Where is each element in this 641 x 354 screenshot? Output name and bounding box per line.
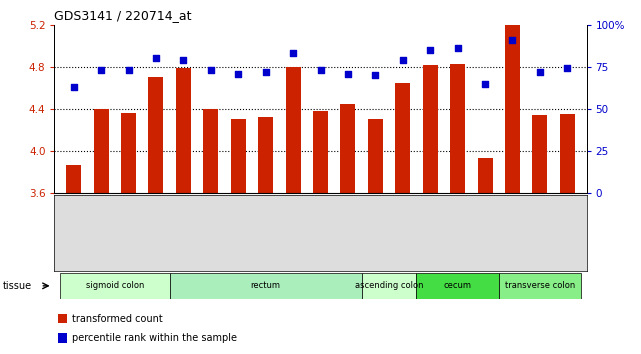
Text: tissue: tissue <box>3 281 32 291</box>
Bar <box>422 65 438 193</box>
Text: GSM234913: GSM234913 <box>371 193 380 246</box>
Text: ascending colon: ascending colon <box>355 281 423 290</box>
Point <box>453 45 463 51</box>
Text: GDS3141 / 220714_at: GDS3141 / 220714_at <box>54 9 192 22</box>
Point <box>507 37 517 43</box>
Text: GSM234924: GSM234924 <box>288 193 297 246</box>
Point <box>343 71 353 76</box>
Bar <box>60 273 170 299</box>
Bar <box>395 82 410 193</box>
Bar <box>505 25 520 193</box>
Text: GSM234916: GSM234916 <box>124 193 133 246</box>
Text: cecum: cecum <box>444 281 472 290</box>
Bar <box>368 119 383 193</box>
Point <box>480 81 490 86</box>
Text: percentile rank within the sample: percentile rank within the sample <box>72 333 237 343</box>
Text: GSM234923: GSM234923 <box>261 193 270 246</box>
Bar <box>533 115 547 193</box>
Point <box>206 67 216 73</box>
Text: GSM234909: GSM234909 <box>69 193 78 245</box>
Text: rectum: rectum <box>251 281 281 290</box>
Text: GSM234917: GSM234917 <box>481 193 490 246</box>
Point <box>315 67 326 73</box>
Bar <box>94 109 108 193</box>
Bar <box>417 273 499 299</box>
Text: sigmoid colon: sigmoid colon <box>86 281 144 290</box>
Point <box>260 69 271 75</box>
Text: GSM234925: GSM234925 <box>316 193 325 246</box>
Point <box>288 51 298 56</box>
Text: transverse colon: transverse colon <box>504 281 575 290</box>
Bar <box>340 104 356 193</box>
Bar <box>203 109 219 193</box>
Text: GSM234911: GSM234911 <box>179 193 188 246</box>
Point <box>425 47 435 53</box>
Bar <box>285 67 301 193</box>
Bar <box>362 273 417 299</box>
Point <box>69 84 79 90</box>
Point <box>233 71 244 76</box>
Point <box>370 72 381 78</box>
Bar <box>231 119 246 193</box>
Text: GSM234914: GSM234914 <box>206 193 215 246</box>
Bar <box>478 158 492 193</box>
Text: GSM234918: GSM234918 <box>398 193 407 246</box>
Point <box>397 57 408 63</box>
Text: GSM234912: GSM234912 <box>453 193 462 246</box>
Point <box>124 67 134 73</box>
Bar <box>499 273 581 299</box>
Bar <box>170 273 362 299</box>
Bar <box>121 113 136 193</box>
Text: GSM234922: GSM234922 <box>563 193 572 246</box>
Text: GSM234920: GSM234920 <box>508 193 517 246</box>
Bar <box>313 111 328 193</box>
Point <box>562 65 572 71</box>
Text: transformed count: transformed count <box>72 314 163 324</box>
Text: GSM234915: GSM234915 <box>234 193 243 246</box>
Bar <box>66 165 81 193</box>
Point <box>96 67 106 73</box>
Bar <box>176 68 191 193</box>
Text: GSM234919: GSM234919 <box>426 193 435 245</box>
Bar <box>450 64 465 193</box>
Text: GSM234926: GSM234926 <box>151 193 160 246</box>
Point <box>535 69 545 75</box>
Point <box>178 57 188 63</box>
Bar <box>560 114 575 193</box>
Bar <box>258 117 273 193</box>
Text: GSM234927: GSM234927 <box>344 193 353 246</box>
Bar <box>149 77 163 193</box>
Text: GSM234921: GSM234921 <box>535 193 544 246</box>
Point <box>151 56 161 61</box>
Text: GSM234910: GSM234910 <box>97 193 106 246</box>
